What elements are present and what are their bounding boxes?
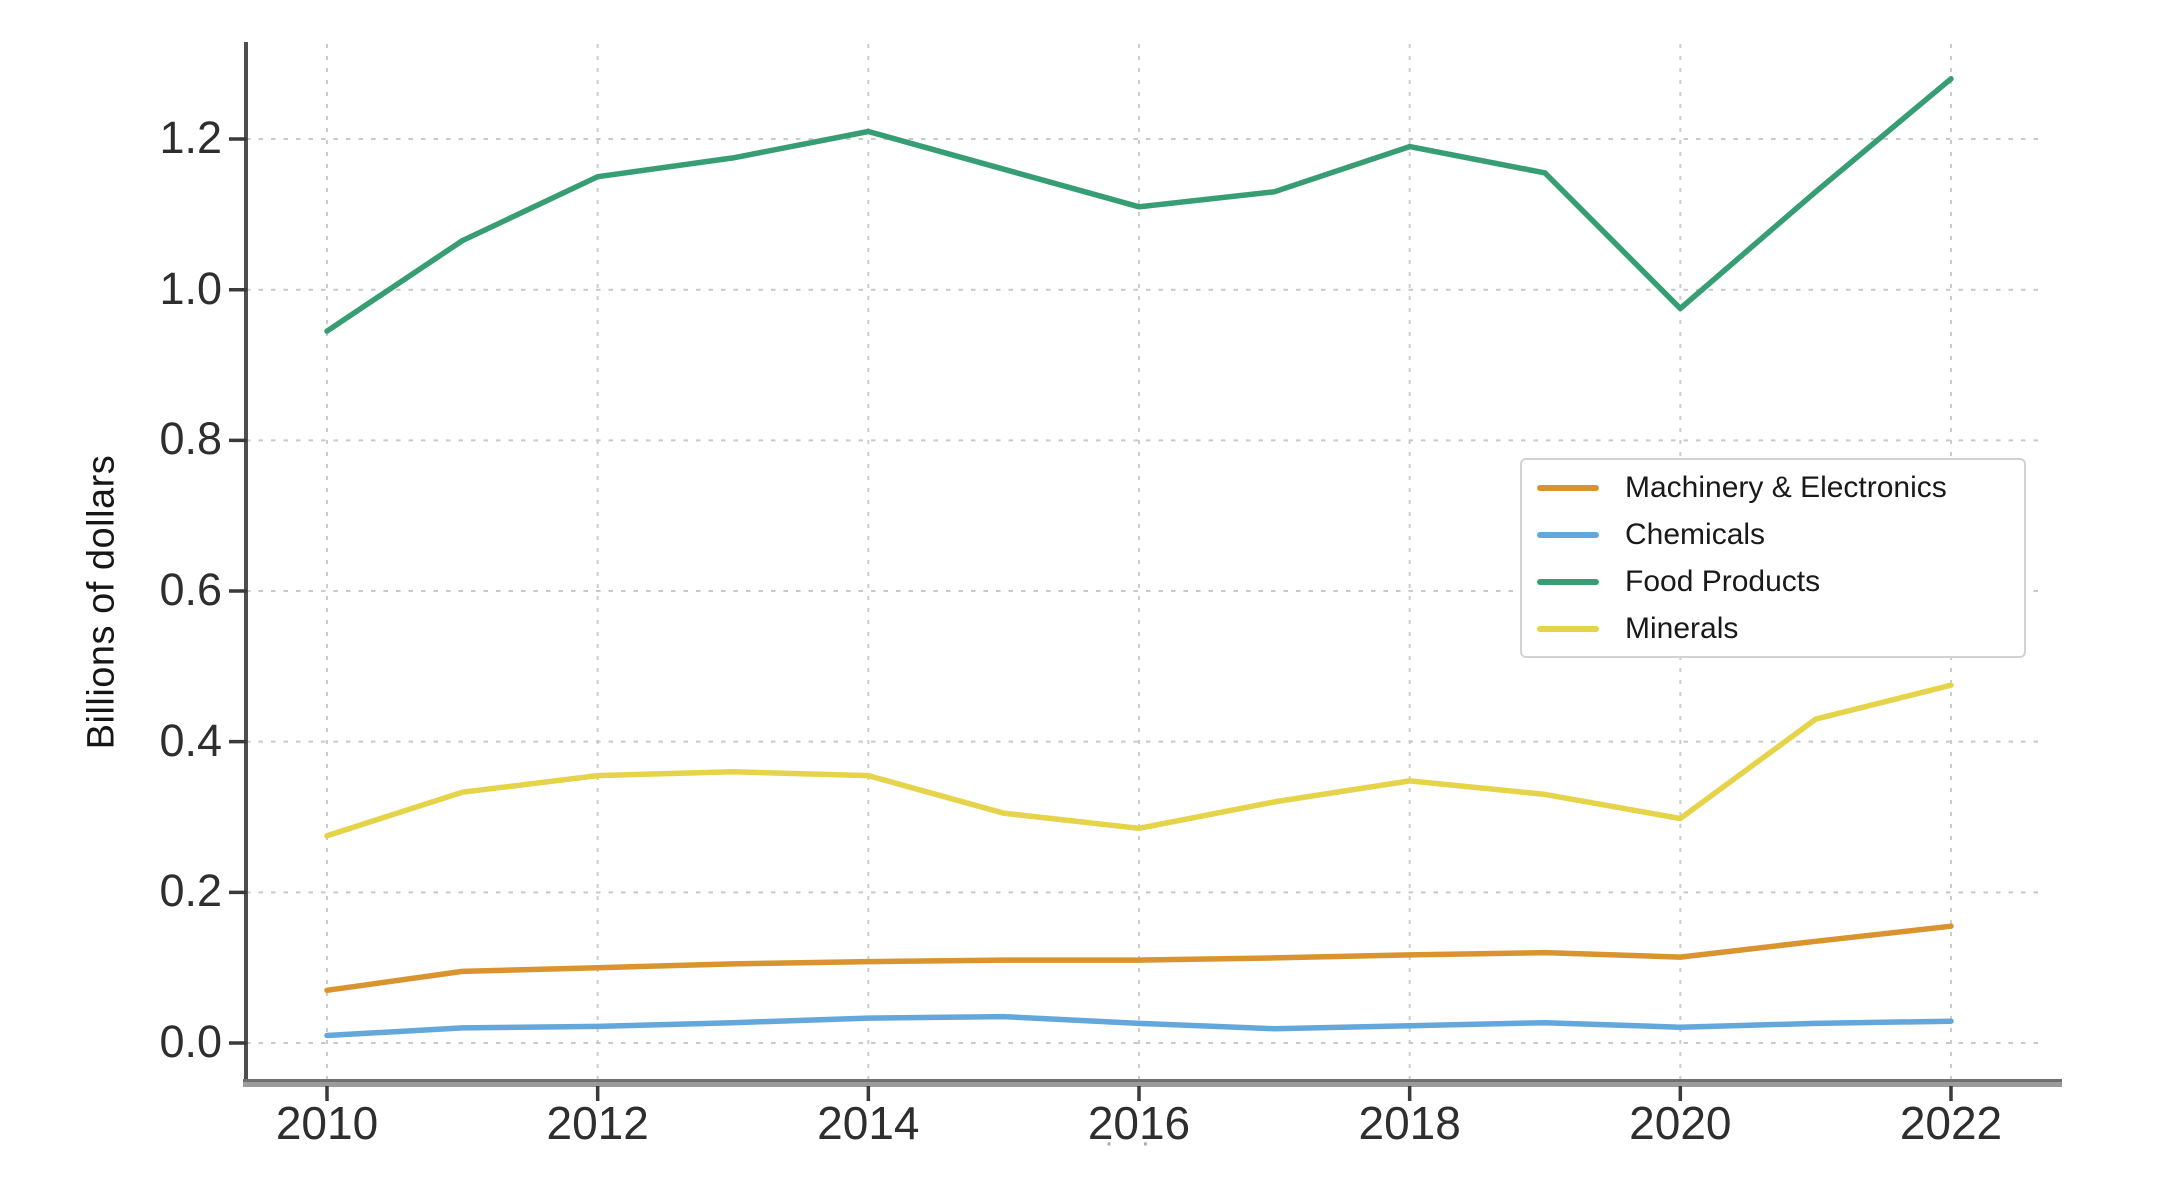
legend-label: Machinery & Electronics [1625, 470, 1947, 504]
legend-swatch-orange [1537, 484, 1599, 491]
legend: Machinery & Electronics Chemicals Food P… [1520, 458, 2026, 658]
x-tick-label: 2022 [1899, 1097, 2003, 1149]
x-tick-label: 2018 [1358, 1097, 1461, 1149]
y-tick-label: 0.6 [159, 563, 222, 615]
legend-swatch-yellow [1537, 625, 1599, 632]
legend-item-minerals: Minerals [1522, 605, 2024, 652]
y-tick-label: 1.0 [159, 262, 222, 314]
series-line-chemicals [324, 1013, 1954, 1039]
legend-swatch-blue [1537, 531, 1599, 538]
legend-label: Chemicals [1625, 517, 1766, 551]
x-tick-label: 2020 [1629, 1097, 1732, 1149]
legend-label: Food Products [1625, 564, 1821, 598]
y-tick-label: 1.2 [159, 111, 222, 163]
x-tick-label: 2012 [546, 1097, 649, 1149]
series-line-minerals [324, 682, 1954, 839]
x-tick-label: 2010 [275, 1097, 379, 1149]
legend-item-chemicals: Chemicals [1522, 511, 2024, 558]
legend-item-food-products: Food Products [1522, 558, 2024, 605]
series-line-food-products [324, 76, 1954, 334]
legend-label: Minerals [1625, 611, 1739, 645]
y-tick-label: 0.2 [159, 865, 222, 917]
x-tick-label: 2014 [817, 1097, 920, 1149]
y-axis-title: Billions of dollars [80, 454, 123, 750]
legend-swatch-green [1537, 578, 1599, 585]
y-tick-label: 0.0 [159, 1015, 222, 1067]
x-tick-label: 2016 [1087, 1097, 1191, 1149]
footnote-artifact: · · [1104, 1126, 1160, 1159]
y-tick-label: 0.4 [159, 714, 222, 766]
y-tick-label: 0.8 [159, 413, 222, 465]
legend-item-machinery-electronics: Machinery & Electronics [1522, 464, 2024, 511]
series-line-machinery-electronics [324, 923, 1954, 994]
